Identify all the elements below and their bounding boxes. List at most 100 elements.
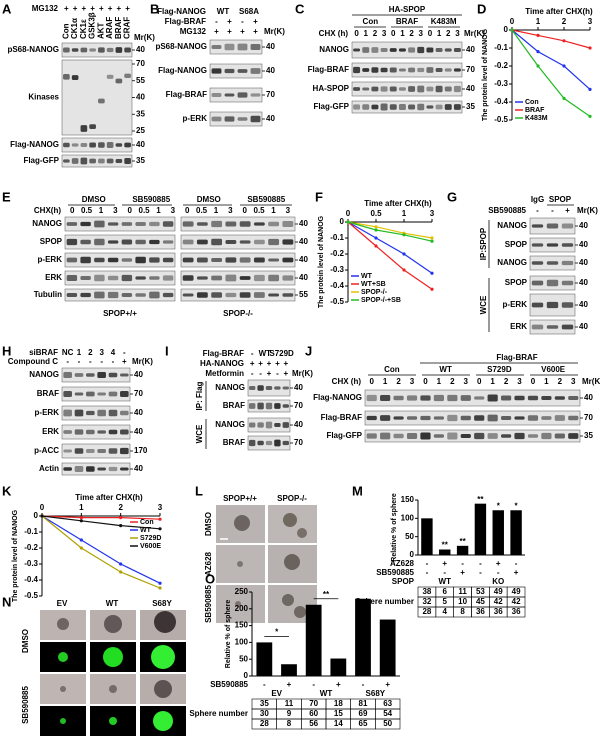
band <box>94 257 105 263</box>
table-value: 70 <box>309 699 318 708</box>
band <box>444 48 452 52</box>
line-chart: Time after CHX(h) 0 1 2 3 0 -0.1 -0.2 -0.3 -0.4 -0… <box>482 7 593 124</box>
band <box>561 302 574 308</box>
panel-letter: E <box>2 189 11 204</box>
band <box>80 256 91 264</box>
mw-label: 40 <box>134 370 143 379</box>
band <box>531 243 544 247</box>
band <box>115 47 123 53</box>
row-item: WT <box>259 349 272 358</box>
band <box>121 274 133 282</box>
bar <box>355 598 371 676</box>
mw-label: 70 <box>266 90 275 99</box>
y-tick-label: 150 <box>235 621 249 630</box>
band <box>74 373 84 377</box>
bar <box>379 619 396 676</box>
sphere <box>297 528 307 538</box>
line-chart: Time after CHX(h) 0 1 2 3 0 -0.1 -0.2 -0.3 -0.4 -0… <box>12 493 163 602</box>
band <box>107 240 119 244</box>
sphere <box>153 711 173 731</box>
sphere <box>283 513 297 527</box>
point <box>430 239 434 243</box>
table-value: 50 <box>383 719 392 728</box>
y-tick-label: 250 <box>235 587 249 596</box>
band <box>225 257 237 263</box>
blot-label: SPOP <box>40 237 63 246</box>
row-item: - <box>251 349 254 358</box>
band <box>408 47 416 53</box>
band <box>71 143 79 147</box>
lane-label: CK1ε <box>79 19 88 39</box>
point <box>346 220 350 224</box>
mw-label: 40 <box>266 66 275 75</box>
treatment-row: Compound C - - - - - + <box>8 357 127 366</box>
mw-label: 70 <box>584 413 593 422</box>
legend-label: WT+SB <box>361 281 386 288</box>
y-tick-label: 0 <box>410 550 415 559</box>
legend-label: S729D <box>140 535 161 542</box>
y-axis-label: Relative % of sphere <box>391 493 398 562</box>
mw-label: 70 <box>134 389 143 398</box>
blot-row <box>61 386 131 402</box>
mw-label: 40 <box>266 42 275 51</box>
row-item: + <box>108 4 113 13</box>
band <box>282 220 294 228</box>
blot-row <box>61 405 131 421</box>
row-item: K483M <box>431 17 457 26</box>
row-item: - <box>241 17 244 26</box>
series-line <box>347 221 433 239</box>
row-item: 0.5 <box>139 206 151 215</box>
point <box>374 228 378 232</box>
band <box>393 433 404 439</box>
point <box>119 570 123 574</box>
row-item: 1 <box>271 206 276 215</box>
row-item: - <box>443 568 446 577</box>
mw-label: 35 <box>136 109 145 118</box>
table-value: 63 <box>383 699 392 708</box>
band <box>380 432 391 440</box>
lane-labels: Con CK1α CK1ε GSK3β AKT ARAF BRAF CRAF <box>61 12 131 39</box>
band <box>257 385 264 391</box>
x-tick-label: 3 <box>158 503 163 512</box>
y-tick-label: 100 <box>401 513 415 522</box>
y-tick-label: -0.5 <box>24 591 38 600</box>
band <box>211 292 223 298</box>
treatment-row: Flag-NANOG WT S68A <box>157 7 259 16</box>
row-item: V600E <box>541 365 566 374</box>
y-axis-label: Relative % of sphere <box>225 600 232 669</box>
table-value: 8 <box>460 607 465 616</box>
band <box>149 221 160 227</box>
band <box>274 403 281 409</box>
row-item: - <box>497 568 500 577</box>
y-tick-label: -0.2 <box>494 61 508 70</box>
band <box>149 257 160 263</box>
row-item: + <box>385 680 390 689</box>
row-item: 1 <box>156 206 161 215</box>
row-item: - <box>263 680 266 689</box>
band <box>239 221 251 227</box>
table-value: 65 <box>359 719 368 728</box>
mw-label: 40 <box>299 273 308 282</box>
significance: ** <box>477 495 484 504</box>
band <box>120 390 129 398</box>
row-label: SB590885 <box>21 686 30 724</box>
blot-label: BRAF <box>37 389 59 398</box>
blot-row <box>64 216 176 232</box>
band <box>546 223 559 229</box>
row-item: - <box>312 680 315 689</box>
table-value: 28 <box>422 607 431 616</box>
row-label: SB590885 <box>376 568 414 577</box>
row-item: - <box>536 206 539 215</box>
y-tick-label: 150 <box>401 495 415 504</box>
band <box>389 104 397 110</box>
y-tick-label: -0.2 <box>330 249 344 258</box>
column-label: SPOP+/+ <box>223 494 257 503</box>
band <box>196 239 208 245</box>
band <box>108 409 118 417</box>
blot-label: Flag-NANOG <box>158 66 207 75</box>
series-line <box>511 29 591 117</box>
band <box>182 239 194 245</box>
band <box>80 157 88 165</box>
sphere <box>237 561 243 567</box>
